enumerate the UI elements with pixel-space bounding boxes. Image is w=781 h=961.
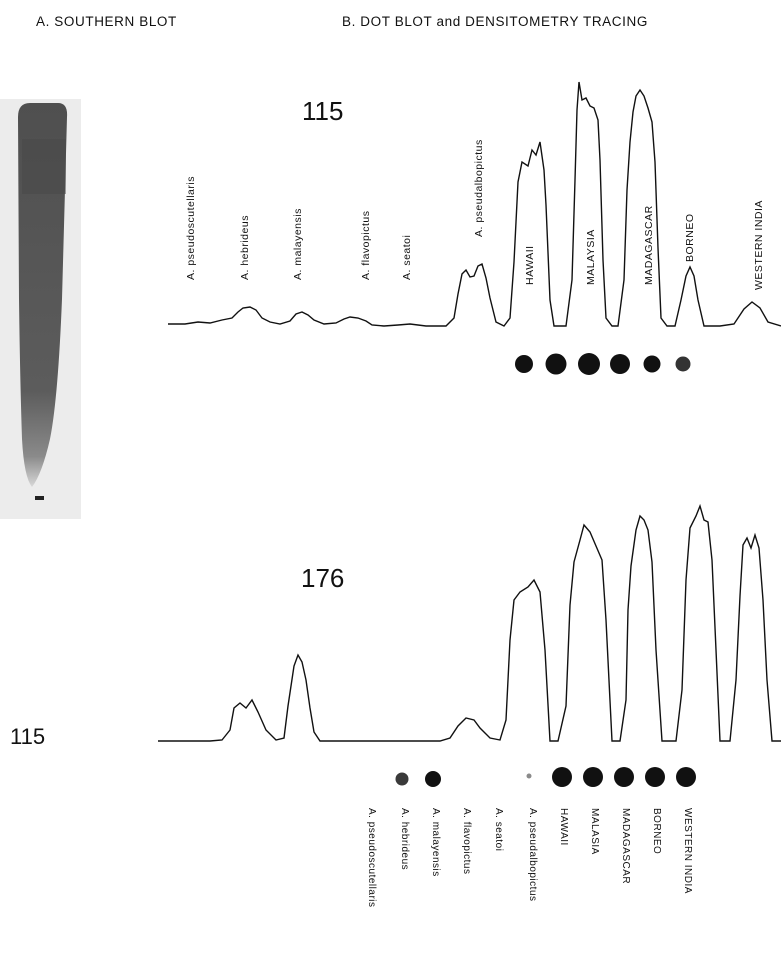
- panel-115-dot-western-india: [675, 356, 691, 372]
- panel-176-label: MADAGASCAR: [620, 808, 631, 884]
- panel-115-dot-madagascar-1: [578, 353, 600, 375]
- panel-176-dot-malayensis: [425, 771, 441, 787]
- panel-176-label: A. hebrideus: [399, 808, 410, 870]
- blot-lane-dark-band: [22, 139, 66, 194]
- southern-blot-heading: A. SOUTHERN BLOT: [36, 14, 177, 29]
- southern-blot-image: [0, 99, 81, 519]
- panel-176-label: MALASIA: [589, 808, 600, 855]
- panel-115-label: HAWAII: [524, 245, 536, 285]
- panel-176-label: A. pseudalbopictus: [527, 808, 538, 902]
- panel-115: A. pseudoscutellaris A. hebrideus A. mal…: [168, 81, 781, 375]
- panel-176-label: A. pseudoscutellaris: [366, 808, 377, 908]
- panel-115-label: A. malayensis: [292, 208, 304, 280]
- panel-176-dot-western-india: [676, 767, 696, 787]
- panel-115-label: MADAGASCAR: [643, 205, 655, 285]
- panel-176-label: HAWAII: [558, 808, 569, 846]
- panel-115-densitometry-trace: [168, 81, 781, 327]
- panel-115-dot-row: [515, 353, 691, 375]
- blot-origin-mark: [35, 496, 44, 500]
- panel-176-dot-madagascar: [614, 767, 634, 787]
- southern-blot-probe-number: 115: [10, 724, 46, 749]
- panel-115-dot-madagascar-2: [610, 354, 630, 374]
- panel-115-label: A. hebrideus: [239, 215, 251, 280]
- panel-176-label: WESTERN INDIA: [682, 808, 693, 894]
- panel-115-label: WESTERN INDIA: [753, 200, 765, 290]
- panel-115-label: A. seatoi: [401, 235, 413, 280]
- panel-115-labels: A. pseudoscutellaris A. hebrideus A. mal…: [185, 139, 765, 290]
- panel-176-labels: A. pseudoscutellaris A. hebrideus A. mal…: [366, 808, 693, 908]
- panel-115-probe-number: 115: [302, 96, 344, 126]
- panel-176-dot-pseudalbopictus: [526, 773, 532, 779]
- panel-176-label: A. malayensis: [430, 808, 441, 877]
- panel-176-dot-malasia: [583, 767, 603, 787]
- panel-176-label: A. seatoi: [493, 808, 504, 851]
- panel-115-label: BORNEO: [684, 213, 696, 262]
- blot-lane-smear: [18, 103, 68, 487]
- panel-176-dot-borneo: [645, 767, 665, 787]
- panel-176-dot-hebrideus: [395, 772, 409, 786]
- panel-115-dot-hawaii: [515, 355, 533, 373]
- panel-176-label: BORNEO: [651, 808, 662, 854]
- panel-176: A. pseudoscutellaris A. hebrideus A. mal…: [158, 503, 781, 908]
- panel-115-dot-malaysia: [545, 353, 567, 375]
- panel-176-densitometry-trace: [158, 503, 781, 742]
- panel-115-label: MALAYSIA: [585, 229, 597, 285]
- panel-176-label: A. flavopictus: [461, 808, 472, 874]
- dot-blot-heading: B. DOT BLOT and DENSITOMETRY TRACING: [342, 14, 648, 29]
- panel-176-dot-row: [395, 767, 696, 787]
- panel-176-dot-hawaii: [552, 767, 572, 787]
- panel-115-label: A. pseudalbopictus: [473, 139, 485, 237]
- panel-115-label: A. pseudoscutellaris: [185, 176, 197, 280]
- panel-115-label: A. flavopictus: [360, 211, 372, 280]
- panel-115-dot-borneo: [643, 355, 661, 373]
- panel-176-probe-number: 176: [301, 563, 345, 593]
